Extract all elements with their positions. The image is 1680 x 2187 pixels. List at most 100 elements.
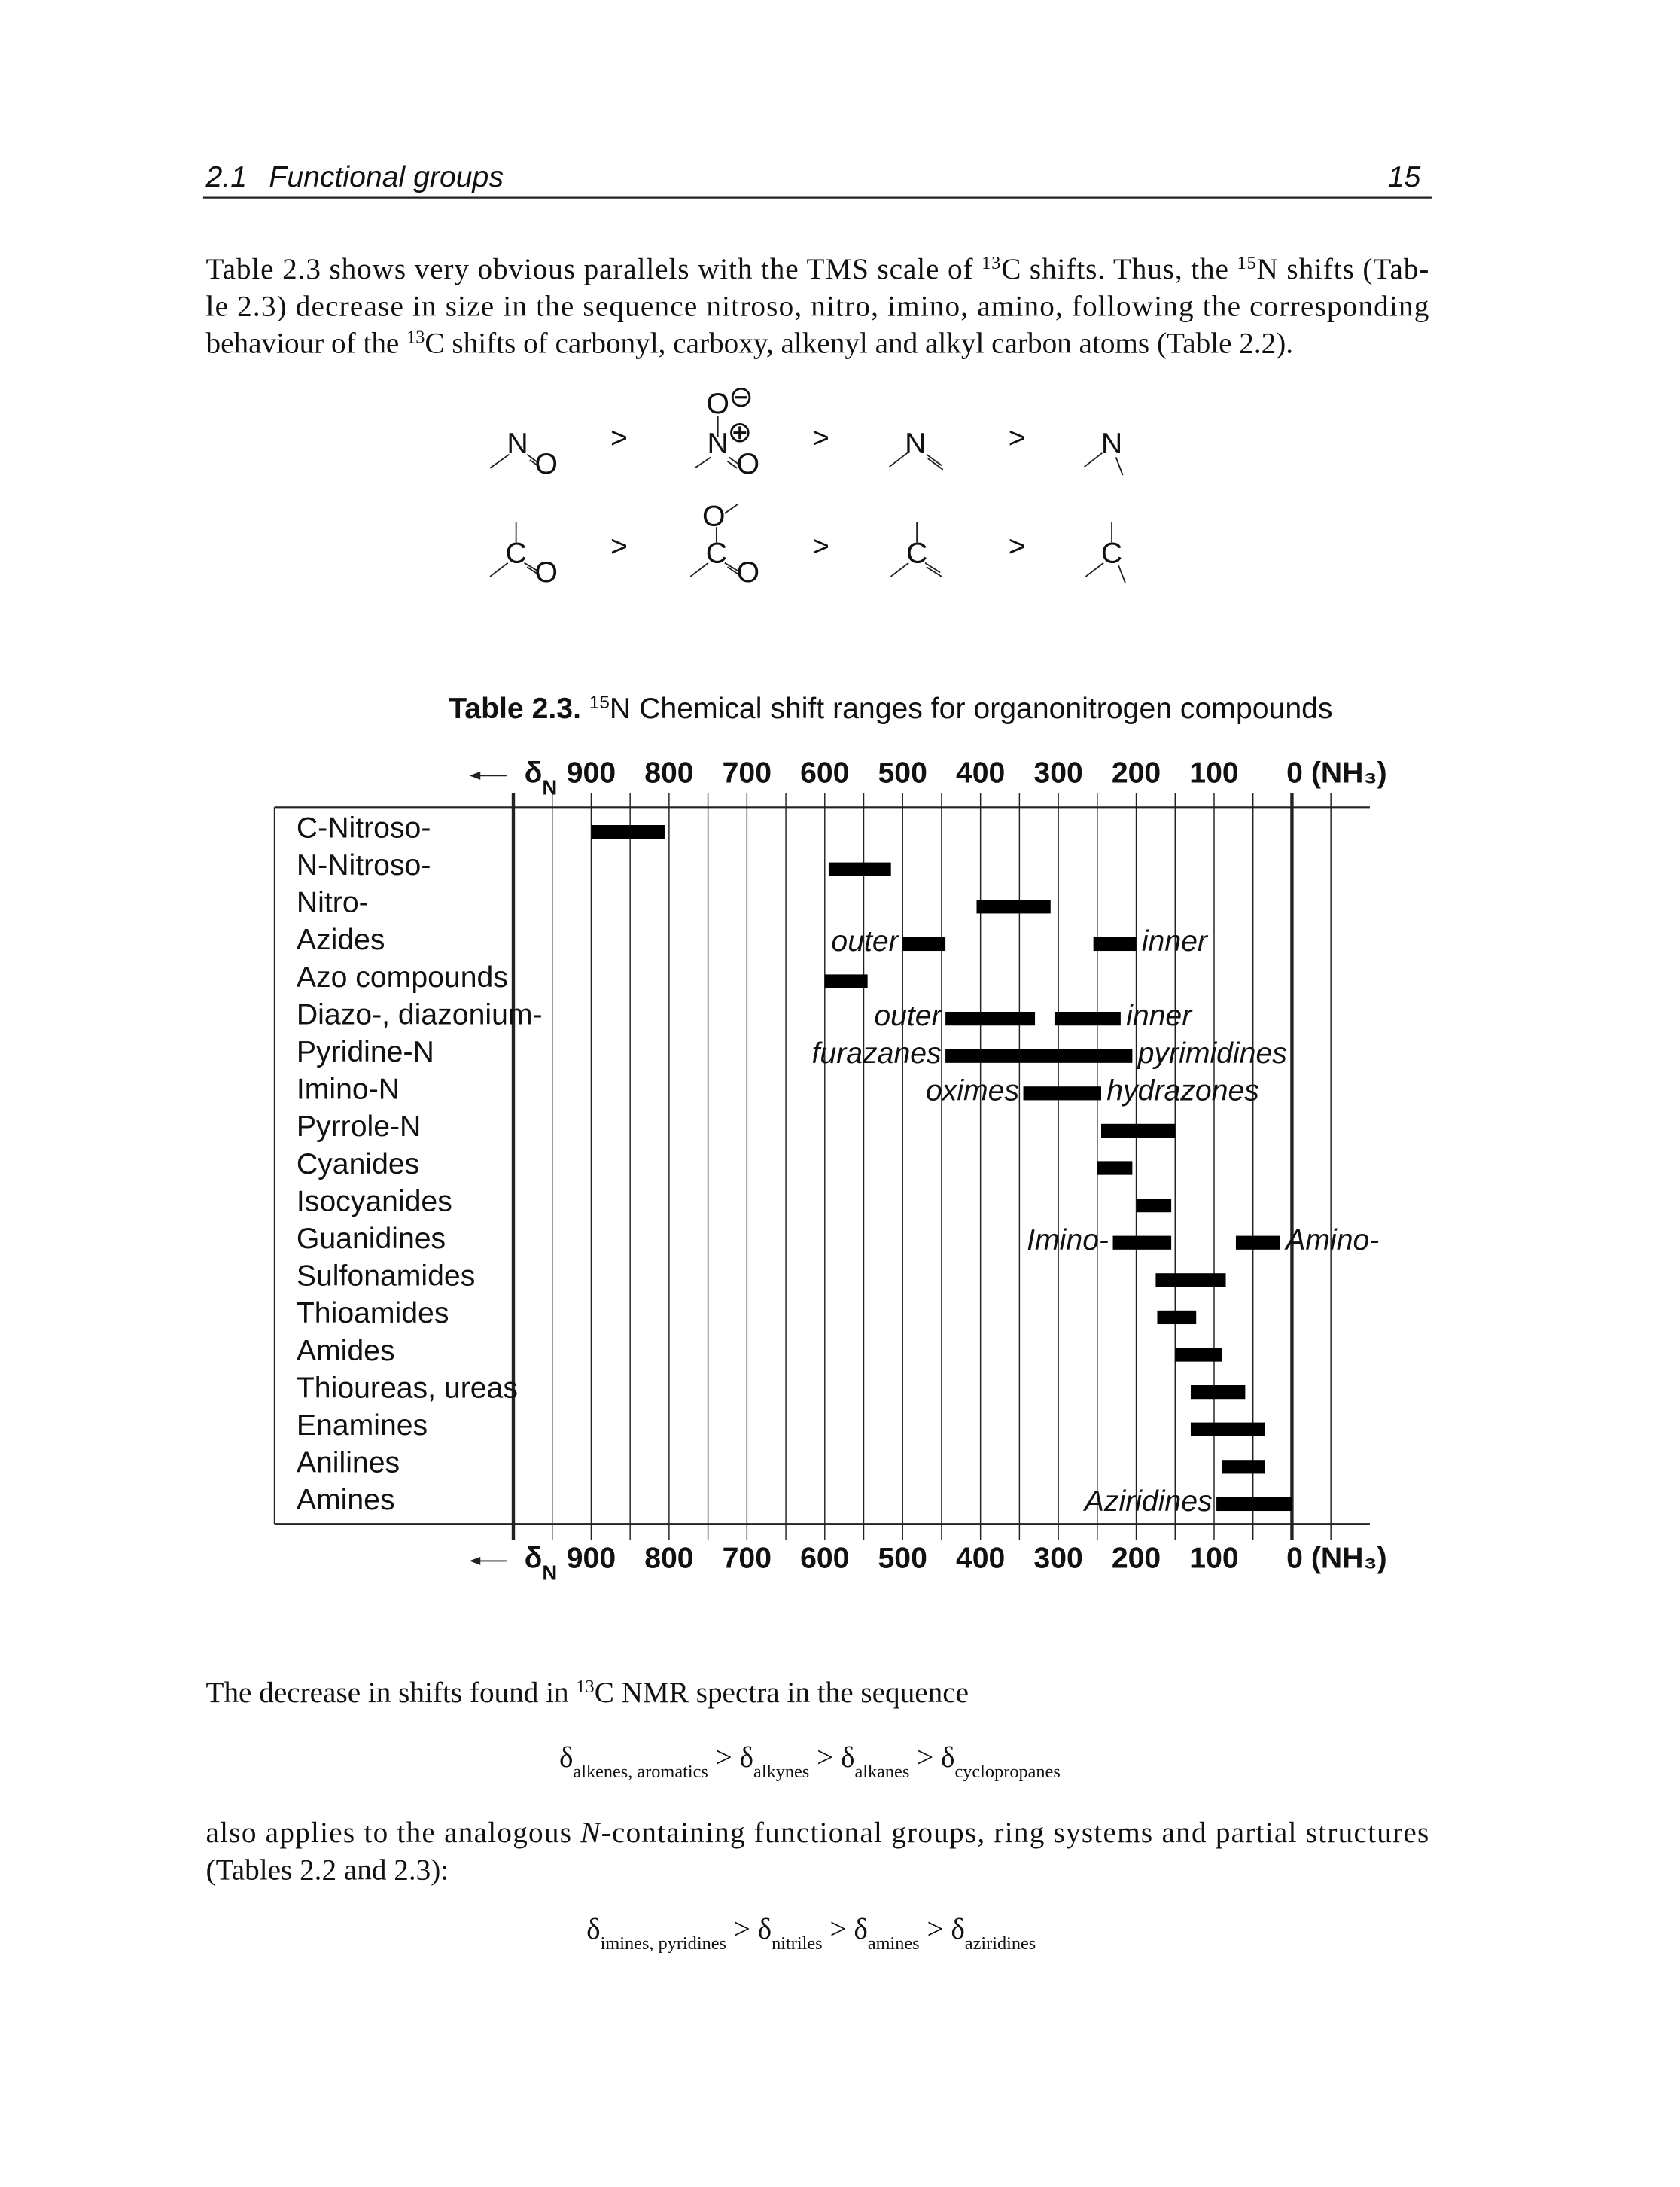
text-run: behaviour of the	[206, 327, 407, 360]
x-tick-label: 700	[723, 757, 772, 789]
x-tick-label: 200	[1112, 1543, 1161, 1575]
row-label: Amines	[297, 1484, 395, 1516]
row-label: C-Nitroso-	[297, 812, 431, 844]
x-tick-label: 200	[1112, 757, 1161, 789]
row-label: N-Nitroso-	[297, 849, 431, 882]
bar-annotation: hydrazones	[1106, 1074, 1259, 1107]
text-run: le 2.3) decrease in size in the sequence…	[206, 290, 1429, 322]
row-label: Pyrrole-N	[297, 1110, 421, 1143]
atom-label: O	[706, 388, 729, 420]
separator: >	[812, 422, 829, 455]
subscript: alkynes	[753, 1761, 809, 1781]
bond	[489, 521, 540, 577]
text-run: > δ	[909, 1741, 954, 1774]
section-title: Functional groups	[269, 161, 504, 193]
text-run: C NMR spectra in the sequence	[595, 1677, 969, 1709]
subscript: cyclopropanes	[954, 1761, 1060, 1781]
caption-label: Table 2.3.	[449, 693, 581, 725]
bond	[489, 453, 540, 469]
atom-label: N	[1101, 428, 1122, 460]
paragraph-line: behaviour of the 13C shifts of carbonyl,…	[206, 327, 1294, 360]
axis-symbol: δ	[525, 1543, 543, 1575]
x-tick-label: 900	[567, 757, 616, 789]
range-bar	[591, 825, 665, 839]
range-bar	[1190, 1385, 1246, 1400]
text-run: also applies to the analogous	[206, 1817, 580, 1849]
x-tick-label: 500	[878, 757, 927, 789]
bar-annotation: inner	[1142, 925, 1209, 958]
charge: ⊕	[727, 416, 752, 449]
atom-label: O	[535, 556, 558, 589]
supscript: 13	[982, 253, 1000, 273]
subscript: alkanes	[854, 1761, 909, 1781]
range-bar	[1101, 1123, 1176, 1138]
text-run: The decrease in shifts found in	[206, 1677, 577, 1709]
paragraph-line: Table 2.3 shows very obvious parallels w…	[206, 253, 1429, 285]
atom-label: O	[737, 556, 759, 589]
text-run: (Tables 2.2 and 2.3):	[206, 1853, 449, 1886]
range-bar	[1093, 937, 1137, 952]
bar-annotation: outer	[831, 925, 899, 958]
bond	[1085, 521, 1127, 584]
text-run: δ	[586, 1913, 600, 1945]
supscript: 13	[406, 327, 425, 347]
page-number: 15	[1388, 161, 1421, 193]
atom-label: N	[507, 428, 528, 460]
x-tick-label: 600	[800, 1543, 849, 1575]
axis-subscript: N	[542, 1561, 557, 1584]
range-bar	[1190, 1422, 1265, 1436]
range-bar	[1235, 1235, 1280, 1250]
text-run: > δ	[823, 1913, 868, 1945]
range-bar	[1054, 1012, 1121, 1026]
x-tick-label: 0 (NH₃)	[1286, 1543, 1387, 1575]
bar-annotation: Aziridines	[1083, 1485, 1213, 1518]
paragraph-line: also applies to the analogous N-containi…	[206, 1817, 1429, 1849]
row-label: Amides	[297, 1335, 395, 1367]
paragraph-line: The decrease in shifts found in 13C NMR …	[206, 1677, 969, 1710]
paragraph-line: (Tables 2.2 and 2.3):	[206, 1853, 449, 1886]
row-label: Enamines	[297, 1409, 428, 1442]
x-tick-label: 800	[644, 757, 693, 789]
range-bar	[1216, 1497, 1292, 1512]
range-bar	[1112, 1235, 1172, 1250]
row-label: Thioamides	[297, 1297, 449, 1330]
bond	[889, 452, 944, 471]
charge: ⊖	[729, 381, 753, 413]
axis-symbol: δ	[525, 757, 543, 789]
paragraph-line: le 2.3) decrease in size in the sequence…	[206, 290, 1429, 322]
section-number: 2.1	[205, 161, 247, 193]
range-bar	[1175, 1348, 1222, 1362]
range-bar	[1023, 1086, 1102, 1101]
formula: δimines, pyridines > δnitriles > δamines…	[586, 1913, 1036, 1954]
atom-label: O	[702, 500, 725, 532]
range-bar	[1157, 1310, 1197, 1325]
subscript: aziridines	[965, 1933, 1036, 1953]
row-label: Guanidines	[297, 1223, 446, 1255]
x-tick-label: 900	[567, 1543, 616, 1575]
range-bar	[945, 1012, 1036, 1026]
atom-label: O	[535, 448, 558, 480]
text-run: > δ	[708, 1741, 753, 1774]
separator: >	[610, 531, 628, 563]
range-bar	[976, 900, 1051, 914]
text-run: N Chemical shift ranges for organonitrog…	[610, 693, 1333, 725]
separator: >	[812, 531, 829, 563]
bar-annotation: Imino-	[1027, 1224, 1109, 1256]
x-tick-label: 400	[956, 757, 1005, 789]
text-run: > δ	[920, 1913, 965, 1945]
x-tick-label: 500	[878, 1543, 927, 1575]
supscript: 15	[1237, 253, 1255, 273]
text-run: N shifts (Tab-	[1257, 253, 1429, 285]
range-bar	[902, 937, 946, 952]
bond	[689, 503, 741, 577]
italic-run: N	[580, 1817, 601, 1849]
text-run: > δ	[809, 1741, 854, 1774]
row-label: Isocyanides	[297, 1185, 452, 1217]
supscript: 15	[589, 692, 610, 712]
axis-label: δN	[525, 757, 558, 798]
bar-annotation: pyrimidines	[1137, 1037, 1287, 1070]
x-tick-label: 800	[644, 1543, 693, 1575]
structure-bonds	[489, 416, 1127, 584]
